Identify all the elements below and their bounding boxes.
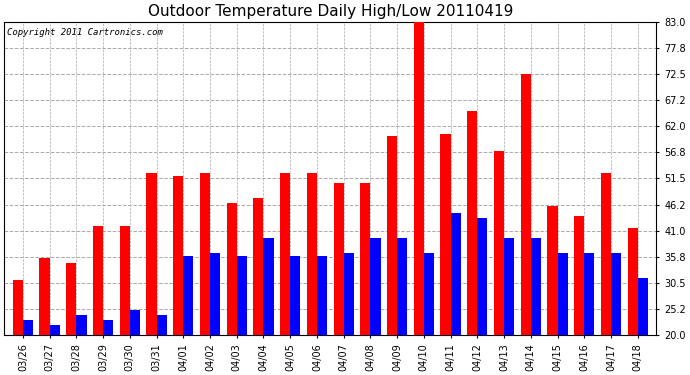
Bar (146, 174, 157, 335)
Bar (157, 315, 167, 335)
Bar (50, 325, 60, 335)
Bar (130, 310, 140, 335)
Bar (39, 258, 50, 335)
Title: Outdoor Temperature Daily High/Low 20110419: Outdoor Temperature Daily High/Low 20110… (148, 4, 513, 19)
Bar (521, 74, 531, 335)
Bar (290, 256, 300, 335)
Bar (477, 218, 488, 335)
Bar (23, 320, 33, 335)
Bar (333, 183, 344, 335)
Bar (226, 203, 237, 335)
Bar (424, 253, 434, 335)
Bar (638, 278, 648, 335)
Text: Copyright 2011 Cartronics.com: Copyright 2011 Cartronics.com (8, 28, 164, 37)
Bar (584, 253, 594, 335)
Bar (200, 174, 210, 335)
Bar (531, 238, 541, 335)
Bar (558, 253, 568, 335)
Bar (360, 183, 371, 335)
Bar (601, 174, 611, 335)
Bar (264, 238, 274, 335)
Bar (103, 320, 113, 335)
Bar (210, 253, 220, 335)
Bar (547, 206, 558, 335)
Bar (253, 198, 264, 335)
Bar (344, 253, 354, 335)
Bar (317, 256, 327, 335)
Bar (173, 176, 184, 335)
Bar (611, 253, 621, 335)
Bar (451, 213, 461, 335)
Bar (574, 216, 584, 335)
Bar (387, 136, 397, 335)
Bar (504, 238, 514, 335)
Bar (494, 151, 504, 335)
Bar (119, 226, 130, 335)
Bar (628, 228, 638, 335)
Bar (371, 238, 381, 335)
Bar (440, 134, 451, 335)
Bar (184, 256, 193, 335)
Bar (93, 226, 103, 335)
Bar (467, 111, 477, 335)
Bar (280, 174, 290, 335)
Bar (77, 315, 86, 335)
Bar (414, 22, 424, 335)
Bar (307, 174, 317, 335)
Bar (397, 238, 407, 335)
Bar (66, 263, 77, 335)
Bar (237, 256, 247, 335)
Bar (12, 280, 23, 335)
